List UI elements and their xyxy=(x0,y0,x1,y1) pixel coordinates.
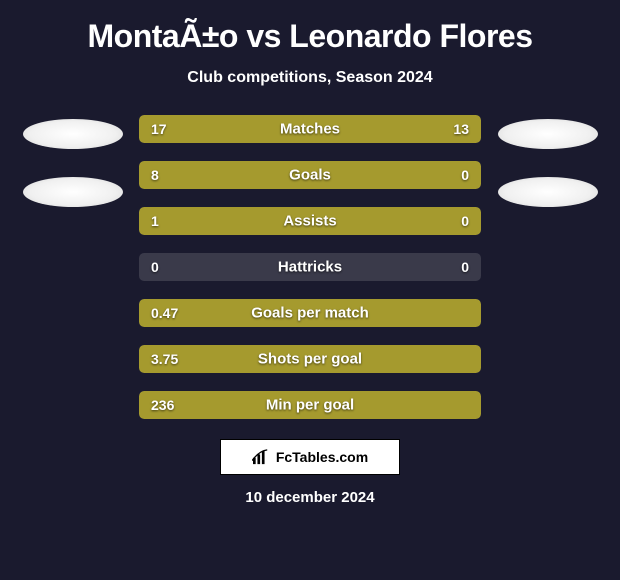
stat-row: Matches 17 13 xyxy=(139,115,481,143)
stat-row: Goals 8 0 xyxy=(139,161,481,189)
stat-label: Goals per match xyxy=(251,305,369,322)
stat-value-right: 0 xyxy=(461,213,469,229)
bar-chart-icon xyxy=(252,449,270,465)
stat-value-left: 236 xyxy=(151,397,174,413)
stat-value-right: 13 xyxy=(453,121,469,137)
player-right-avatars xyxy=(495,115,600,207)
player-left-head xyxy=(23,119,123,149)
stat-value-left: 3.75 xyxy=(151,351,178,367)
stat-value-right: 0 xyxy=(461,259,469,275)
page-title: MontaÃ±o vs Leonardo Flores xyxy=(88,18,533,55)
date-label: 10 december 2024 xyxy=(245,489,374,506)
stat-label: Min per goal xyxy=(266,397,354,414)
stat-row: Goals per match 0.47 xyxy=(139,299,481,327)
stat-row: Min per goal 236 xyxy=(139,391,481,419)
stat-label: Assists xyxy=(283,213,336,230)
comparison-infographic: MontaÃ±o vs Leonardo Flores Club competi… xyxy=(0,0,620,580)
stat-value-left: 0.47 xyxy=(151,305,178,321)
stat-label: Hattricks xyxy=(278,259,342,276)
stat-value-left: 0 xyxy=(151,259,159,275)
stat-row: Shots per goal 3.75 xyxy=(139,345,481,373)
stat-row: Assists 1 0 xyxy=(139,207,481,235)
stat-value-left: 1 xyxy=(151,213,159,229)
subtitle: Club competitions, Season 2024 xyxy=(187,69,432,87)
stat-value-left: 8 xyxy=(151,167,159,183)
stat-value-left: 17 xyxy=(151,121,167,137)
stat-label: Shots per goal xyxy=(258,351,362,368)
stat-bar-left xyxy=(139,161,402,189)
player-right-body xyxy=(498,177,598,207)
fctables-logo[interactable]: FcTables.com xyxy=(220,439,400,475)
stat-label: Goals xyxy=(289,167,331,184)
stat-bars: Matches1713Goals80Assists10Hattricks00Go… xyxy=(139,115,481,419)
logo-text: FcTables.com xyxy=(276,449,368,465)
stat-bar-left xyxy=(139,207,402,235)
player-left-avatars xyxy=(20,115,125,207)
stats-area: Matches1713Goals80Assists10Hattricks00Go… xyxy=(0,115,620,419)
stat-row: Hattricks 0 0 xyxy=(139,253,481,281)
player-left-body xyxy=(23,177,123,207)
player-right-head xyxy=(498,119,598,149)
stat-label: Matches xyxy=(280,121,340,138)
stat-value-right: 0 xyxy=(461,167,469,183)
